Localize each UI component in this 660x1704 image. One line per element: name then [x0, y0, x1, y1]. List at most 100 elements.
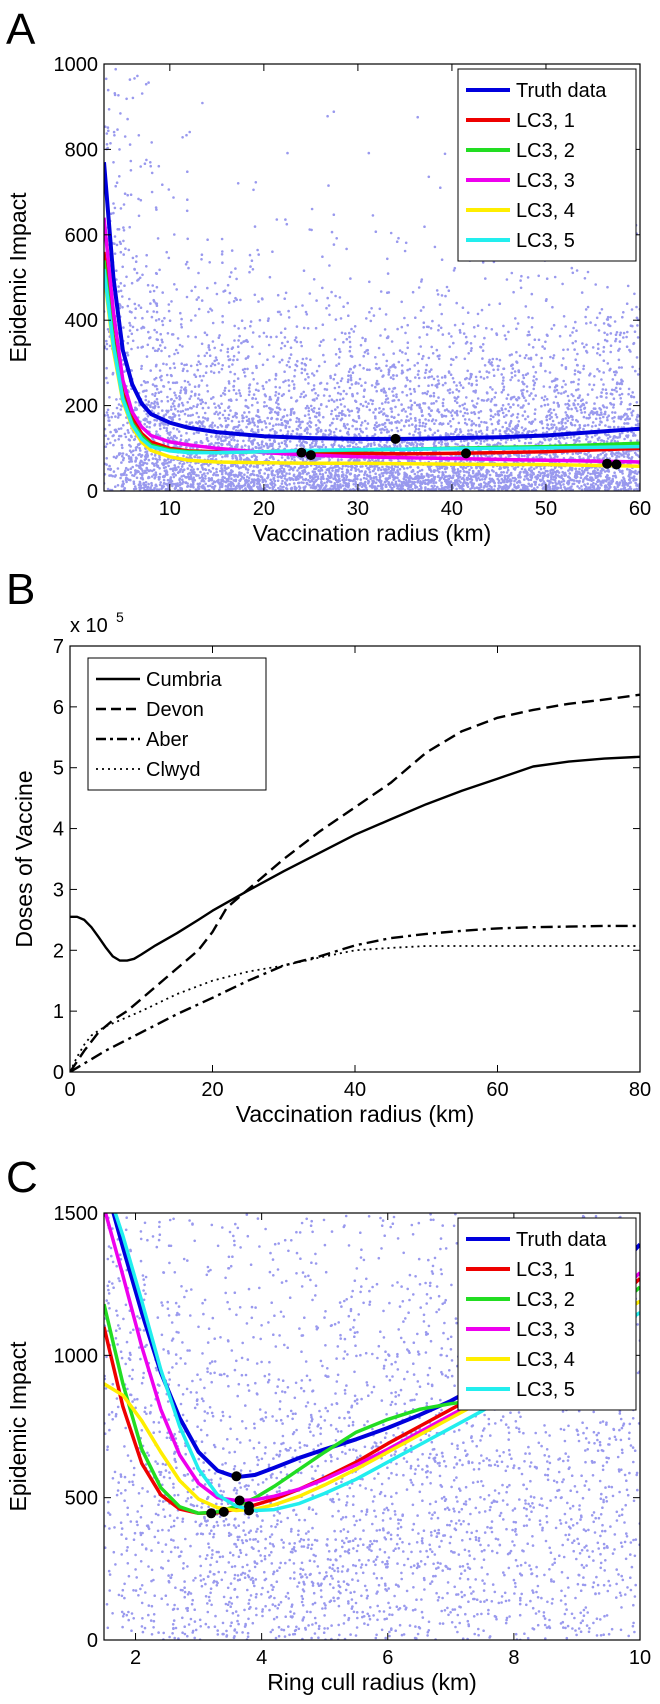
scatter-point [418, 424, 422, 428]
scatter-point [290, 457, 294, 461]
scatter-point [414, 376, 417, 379]
panel-label: A [6, 5, 36, 54]
scatter-point [370, 384, 374, 387]
scatter-point [610, 388, 614, 392]
scatter-point [168, 319, 172, 323]
scatter-point [230, 271, 233, 274]
scatter-point [129, 324, 132, 327]
scatter-point [534, 371, 538, 374]
scatter-point [511, 427, 515, 431]
scatter-point [227, 389, 231, 393]
scatter-point [392, 387, 395, 390]
scatter-point [572, 435, 576, 438]
scatter-point [180, 325, 183, 329]
scatter-point [181, 136, 184, 139]
scatter-point [269, 478, 273, 482]
scatter-point [553, 478, 557, 482]
scatter-point [451, 409, 454, 412]
scatter-point [498, 432, 502, 436]
scatter-point [470, 428, 473, 432]
scatter-point [141, 273, 144, 277]
scatter-point [424, 486, 427, 489]
scatter-point [240, 341, 243, 345]
scatter-point [338, 467, 341, 470]
scatter-point [175, 428, 179, 431]
scatter-point [360, 384, 363, 388]
scatter-point [182, 462, 186, 465]
scatter-point [572, 394, 575, 398]
scatter-point [582, 367, 585, 371]
scatter-point [148, 421, 152, 424]
scatter-point [394, 366, 397, 369]
scatter-point [447, 422, 450, 426]
scatter-point [350, 327, 353, 331]
scatter-point [143, 422, 146, 426]
scatter-point [332, 417, 335, 421]
scatter-point [147, 400, 150, 404]
scatter-point [384, 483, 388, 487]
scatter-point [605, 433, 608, 437]
scatter-point [284, 218, 287, 221]
scatter-point [294, 305, 298, 309]
scatter-point [105, 143, 109, 146]
scatter-point [612, 403, 616, 407]
scatter-point [203, 468, 207, 471]
scatter-point [126, 468, 130, 472]
scatter-point [203, 462, 206, 466]
scatter-point [171, 381, 175, 385]
scatter-point [285, 364, 289, 367]
scatter-point [389, 407, 393, 410]
scatter-point [534, 394, 537, 397]
scatter-point [608, 324, 612, 328]
scatter-point [268, 395, 272, 399]
scatter-point [247, 386, 251, 390]
scatter-point [291, 379, 294, 383]
scatter-point [232, 358, 235, 362]
scatter-point [398, 467, 402, 471]
scatter-point [123, 135, 127, 138]
scatter-point [319, 381, 323, 385]
scatter-point [482, 377, 486, 380]
scatter-point [223, 469, 227, 472]
scatter-point [400, 441, 404, 444]
scatter-point [457, 477, 460, 480]
scatter-point [573, 424, 577, 427]
scatter-point [328, 394, 332, 398]
scatter-point [598, 370, 601, 373]
scatter-point [502, 324, 505, 328]
scatter-point [502, 379, 505, 382]
scatter-point [611, 477, 614, 481]
scatter-point [509, 471, 513, 475]
scatter-point [439, 421, 442, 425]
scatter-point [437, 474, 440, 478]
scatter-point [230, 249, 234, 252]
scatter-point [213, 402, 216, 406]
scatter-point [443, 374, 447, 378]
scatter-point [116, 484, 120, 487]
scatter-point [564, 366, 568, 369]
scatter-point [280, 441, 284, 445]
scatter-point [190, 390, 193, 393]
scatter-point [551, 356, 555, 360]
scatter-point [599, 420, 602, 423]
scatter-point [560, 392, 563, 395]
scatter-point [363, 351, 367, 354]
scatter-point [521, 374, 525, 377]
scatter-point [413, 364, 417, 367]
scatter-point [302, 395, 306, 399]
scatter-point [603, 331, 606, 335]
scatter-point [267, 473, 270, 477]
scatter-point [113, 439, 117, 442]
scatter-point [532, 387, 535, 391]
scatter-point [348, 414, 351, 417]
scatter-point [477, 411, 481, 414]
scatter-point [213, 346, 216, 350]
scatter-point [268, 275, 272, 279]
scatter-point [153, 423, 157, 426]
scatter-point [600, 308, 604, 311]
scatter-point [635, 415, 639, 419]
scatter-point [473, 412, 477, 416]
scatter-point [150, 481, 153, 485]
scatter-point [340, 458, 343, 461]
scatter-point [155, 397, 159, 401]
